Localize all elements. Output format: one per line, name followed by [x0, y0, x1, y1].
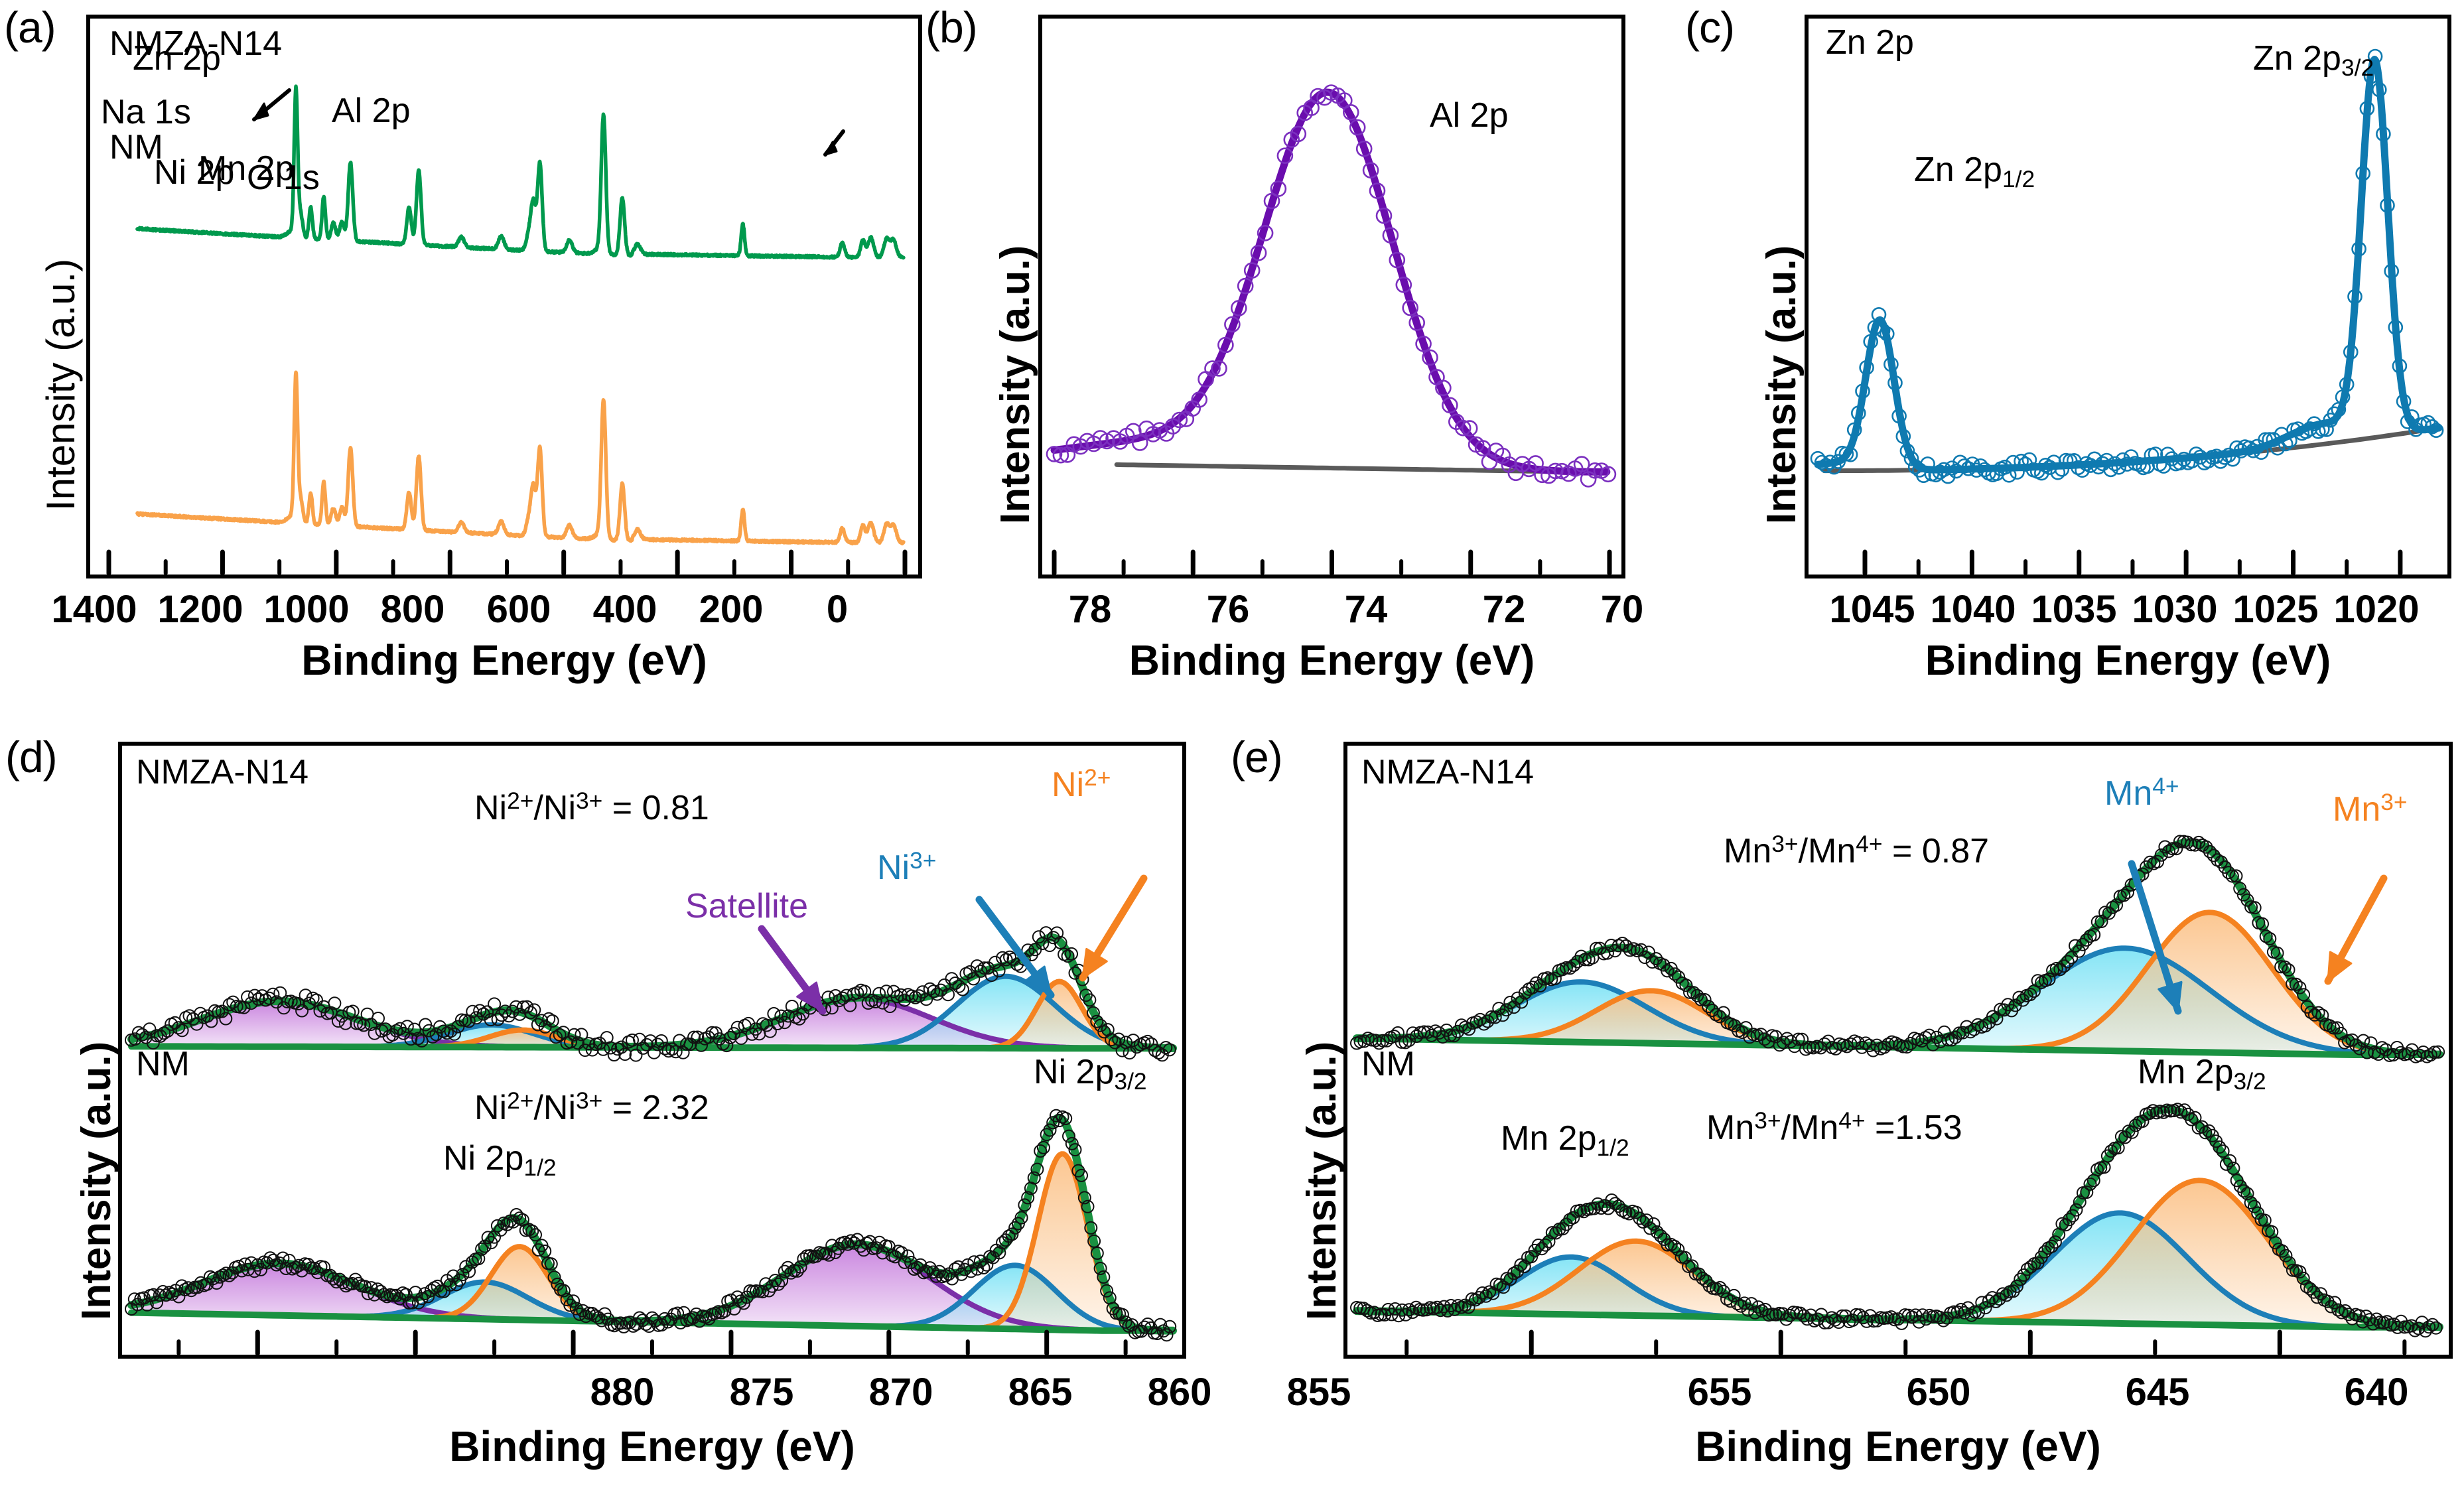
panel-e-xtick-1: 650 — [1906, 1371, 1971, 1414]
panel-d-xtick-0: 880 — [590, 1371, 655, 1414]
panel-d-xtick-4: 860 — [1147, 1371, 1212, 1414]
panel-d-xlabel: Binding Energy (eV) — [449, 1422, 855, 1470]
panel-e-ratio-top: Mn3+/Mn4+ = 0.87 — [1724, 831, 1990, 870]
panel-a-xtick-5: 400 — [592, 588, 657, 631]
panel-e-peak-12: Mn 2p1/2 — [1501, 1119, 1629, 1161]
panel-d-ratio-bottom: Ni2+/Ni3+ = 2.32 — [474, 1088, 709, 1127]
panel-a-xtick-7: 0 — [826, 588, 849, 631]
panel-c-xtick-2: 1035 — [2031, 588, 2117, 631]
panel-c-plot — [1805, 15, 2451, 578]
panel-e-label-mn3: Mn3+ — [2333, 789, 2408, 829]
panel-d-peak-12: Ni 2p1/2 — [443, 1139, 557, 1181]
panel-e-ylabel: Intensity (a.u.) — [1299, 1041, 1345, 1320]
panel-d-xtick-1: 875 — [729, 1371, 794, 1414]
panel-e-ratio-bottom: Mn3+/Mn4+ =1.53 — [1706, 1108, 1962, 1147]
panel-d-sample-bottom: NM — [136, 1045, 190, 1083]
panel-c-xtick-1: 1040 — [1930, 588, 2016, 631]
panel-a-anno-ni2p: Ni 2p — [154, 153, 235, 192]
panel-d-xtick-2: 870 — [868, 1371, 933, 1414]
panel-b-xlabel: Binding Energy (eV) — [1129, 636, 1535, 684]
panel-e-sample-bottom: NM — [1361, 1045, 1415, 1083]
panel-a-letter: (a) — [4, 3, 56, 52]
panel-e-peak-32: Mn 2p3/2 — [2138, 1053, 2266, 1095]
panel-a-ylabel: Intensity (a.u.) — [38, 258, 83, 511]
panel-c-peak-label-12: Zn 2p1/2 — [1914, 151, 2035, 192]
panel-c-ylabel: Intensity (a.u.) — [1759, 245, 1805, 524]
panel-a-plot — [86, 15, 922, 578]
panel-d-ylabel: Intensity (a.u.) — [74, 1041, 119, 1320]
panel-a-xtick-4: 600 — [486, 588, 551, 631]
panel-c-xtick-3: 1030 — [2132, 588, 2218, 631]
panel-d-xtick-3: 865 — [1008, 1371, 1073, 1414]
panel-d-label-ni3: Ni3+ — [877, 848, 937, 887]
panel-c-xtick-5: 1020 — [2333, 588, 2420, 631]
panel-d-letter: (d) — [5, 732, 58, 781]
panel-b-letter: (b) — [925, 3, 978, 52]
panel-a-sample-bottom: NM — [109, 128, 163, 167]
panel-c-xtick-4: 1025 — [2232, 588, 2319, 631]
panel-d-plot — [118, 742, 1186, 1359]
panel-a-xlabel: Binding Energy (eV) — [301, 636, 707, 684]
panel-a-xtick-1: 1200 — [157, 588, 243, 631]
panel-d-label-satellite: Satellite — [685, 887, 808, 925]
panel-a-xtick-3: 800 — [380, 588, 445, 631]
panel-c-peak-label-32: Zn 2p3/2 — [2253, 39, 2374, 81]
panel-e-letter: (e) — [1231, 732, 1283, 781]
panel-c-xtick-0: 1045 — [1829, 588, 1915, 631]
panel-c-xlabel: Binding Energy (eV) — [1925, 636, 2331, 684]
panel-b-peak-label: Al 2p — [1430, 96, 1509, 135]
panel-b-ylabel: Intensity (a.u.) — [992, 245, 1038, 524]
panel-e-xtick-2: 645 — [2125, 1371, 2190, 1414]
panel-a-anno-na1s: Na 1s — [101, 93, 191, 131]
panel-d-xtick-5: 855 — [1286, 1371, 1351, 1414]
panel-d-sample-top: NMZA-N14 — [136, 753, 309, 791]
panel-a-xtick-2: 1000 — [263, 588, 350, 631]
panel-a-xtick-6: 200 — [699, 588, 764, 631]
panel-d-peak-32: Ni 2p3/2 — [1034, 1053, 1147, 1095]
panel-a-sample-top: NMZA-N14 — [109, 25, 283, 63]
panel-b-xtick-3: 72 — [1482, 588, 1526, 631]
panel-e-sample-top: NMZA-N14 — [1361, 753, 1535, 791]
panel-a-anno-zn2p: Zn 2p — [133, 39, 221, 78]
panel-e-xlabel: Binding Energy (eV) — [1695, 1422, 2101, 1470]
panel-e-label-mn4: Mn4+ — [2104, 774, 2179, 813]
panel-a-anno-al2p: Al 2p — [332, 92, 411, 130]
panel-e-plot — [1343, 742, 2453, 1359]
panel-c-letter: (c) — [1685, 3, 1735, 52]
panel-e-xtick-0: 655 — [1687, 1371, 1752, 1414]
panel-b-plot — [1038, 15, 1625, 578]
panel-b-xtick-0: 78 — [1068, 588, 1112, 631]
panel-b-xtick-4: 70 — [1600, 588, 1644, 631]
panel-b-xtick-1: 76 — [1206, 588, 1250, 631]
panel-c-title: Zn 2p — [1826, 23, 1914, 62]
panel-d-label-ni2: Ni2+ — [1052, 765, 1111, 804]
panel-d-ratio-top: Ni2+/Ni3+ = 0.81 — [474, 788, 709, 827]
panel-a-anno-mn2p: Mn 2p — [198, 149, 295, 188]
panel-a-xtick-0: 1400 — [51, 588, 137, 631]
panel-a-anno-o1s: O 1s — [247, 159, 320, 197]
panel-b-xtick-2: 74 — [1344, 588, 1388, 631]
panel-e-xtick-3: 640 — [2344, 1371, 2409, 1414]
